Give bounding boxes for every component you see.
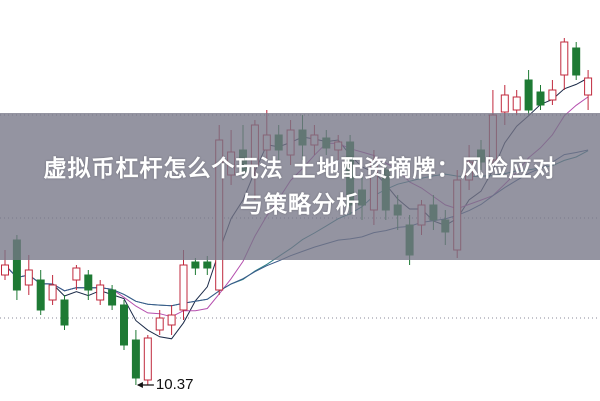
candle-up <box>96 284 105 301</box>
candle-down <box>572 47 581 76</box>
article-title-line-2: 与策略分析 <box>240 191 360 218</box>
candle-up <box>155 317 164 331</box>
candle-up <box>500 94 509 113</box>
candle-up <box>560 41 569 76</box>
candle-down <box>536 91 545 106</box>
candle-up <box>143 337 152 381</box>
candle-down <box>36 279 45 311</box>
candle-up <box>24 269 33 286</box>
candle-down <box>524 79 533 111</box>
candle-up <box>167 314 176 326</box>
annotation-arrow-head <box>136 382 143 388</box>
article-title-line-1: 虚拟币杠杆怎么个玩法 土地配资摘牌：风险应对 <box>43 155 557 182</box>
candle-up <box>548 89 557 101</box>
candle-down <box>84 274 93 291</box>
candle-down <box>191 261 200 269</box>
title-banner: 虚拟币杠杆怎么个玩法 土地配资摘牌：风险应对 与策略分析 <box>0 113 600 260</box>
candle-down <box>131 339 140 379</box>
candle-up <box>72 267 81 281</box>
candle-up <box>512 96 521 111</box>
low-price-label: 10.37 <box>155 376 194 393</box>
candle-up <box>1 264 9 276</box>
candle-down <box>120 304 128 346</box>
candle-down <box>108 289 117 306</box>
candle-down <box>203 261 212 269</box>
candle-down <box>60 299 69 326</box>
candle-up <box>179 264 188 311</box>
candle-up <box>48 284 57 301</box>
candle-up <box>584 77 593 96</box>
